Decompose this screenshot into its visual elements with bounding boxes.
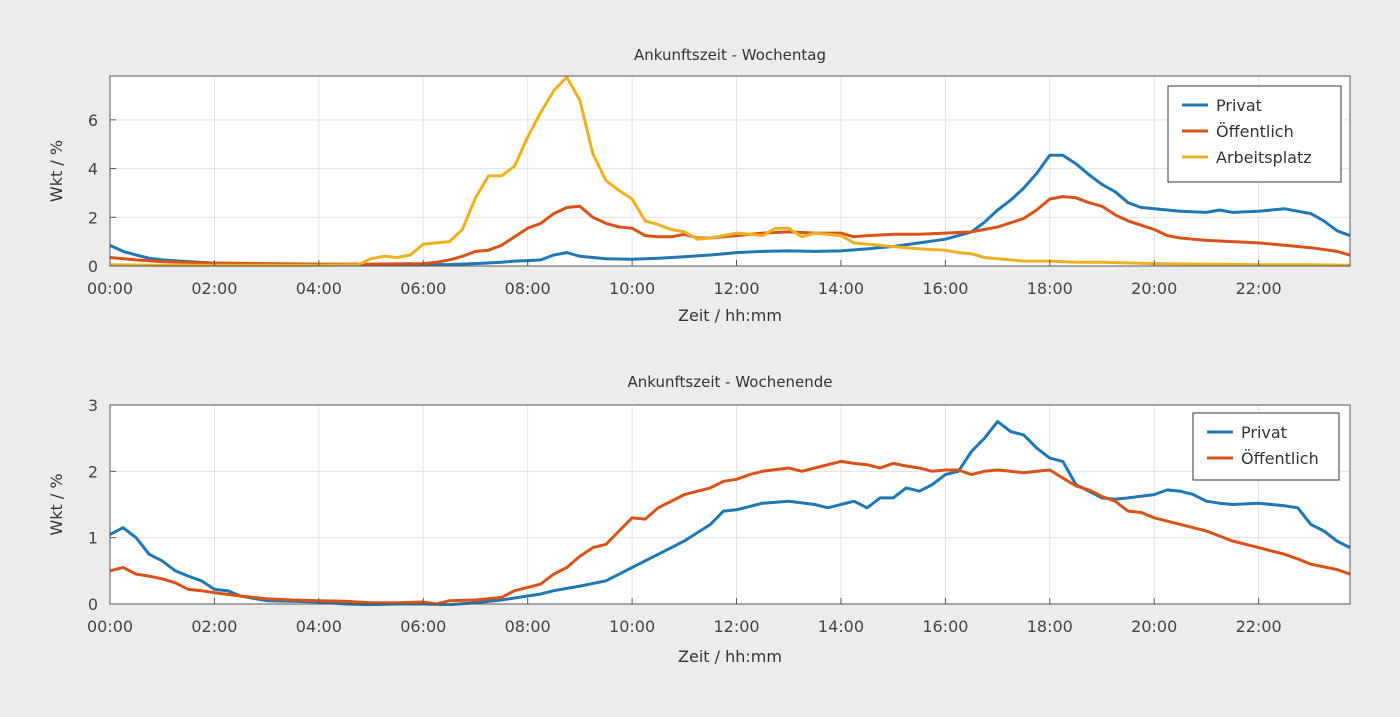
x-tick-label: 04:00	[296, 279, 342, 298]
x-tick-label: 04:00	[296, 617, 342, 636]
x-tick-label: 10:00	[609, 617, 655, 636]
chart-title: Ankunftszeit - Wochentag	[634, 46, 826, 64]
chart-2: 00:00 02:00 04:00 06:00 08:00 10:00 12:00 14:00…	[47, 373, 1351, 666]
legend: Privat Öffentlich	[1192, 412, 1340, 481]
legend-label-arbeitsplatz: Arbeitsplatz	[1216, 148, 1312, 167]
y-axis-label: Wkt / %	[47, 473, 66, 535]
x-tick-label: 08:00	[505, 617, 551, 636]
y-tick-label: 2	[88, 462, 98, 481]
legend-label-privat: Privat	[1216, 96, 1262, 115]
x-tick-label: 22:00	[1236, 617, 1282, 636]
x-tick-label: 22:00	[1236, 279, 1282, 298]
plot-frame	[109, 75, 1351, 267]
x-tick-label: 02:00	[191, 279, 237, 298]
x-tick-label: 20:00	[1131, 617, 1177, 636]
x-tick-label: 14:00	[818, 279, 864, 298]
y-tick-label: 6	[88, 111, 98, 130]
x-tick-label: 18:00	[1027, 279, 1073, 298]
x-tick-label: 02:00	[191, 617, 237, 636]
y-tick-label: 0	[88, 257, 98, 276]
legend-label-oeffentlich: Öffentlich	[1241, 449, 1319, 468]
x-tick-label: 06:00	[400, 279, 446, 298]
legend-label-privat: Privat	[1241, 423, 1287, 442]
x-tick-label: 08:00	[505, 279, 551, 298]
y-tick-label: 1	[88, 529, 98, 548]
x-tick-label: 06:00	[400, 617, 446, 636]
plot-frame	[109, 404, 1351, 605]
x-tick-label: 10:00	[609, 279, 655, 298]
legend-box	[1192, 412, 1340, 481]
y-axis-label: Wkt / %	[47, 140, 66, 202]
series-line-arbeitsplatz	[110, 75, 1350, 267]
x-tick-label: 14:00	[818, 617, 864, 636]
x-tick-label: 00:00	[87, 617, 133, 636]
x-tick-label: 16:00	[922, 279, 968, 298]
y-tick-label: 2	[88, 208, 98, 227]
x-tick-label: 20:00	[1131, 279, 1177, 298]
legend-label-oeffentlich: Öffentlich	[1216, 122, 1294, 141]
x-tick-label: 12:00	[713, 279, 759, 298]
x-tick-label: 00:00	[87, 279, 133, 298]
y-tick-label: 3	[88, 396, 98, 415]
x-tick-label: 12:00	[713, 617, 759, 636]
x-axis-label: Zeit / hh:mm	[678, 306, 782, 325]
plot-area	[110, 405, 1350, 604]
x-axis-label: Zeit / hh:mm	[678, 647, 782, 666]
x-tick-label: 18:00	[1027, 617, 1073, 636]
series-line-oeffentlich	[110, 459, 1350, 606]
series-line-oeffentlich	[110, 195, 1350, 266]
legend: Privat Öffentlich Arbeitsplatz	[1167, 85, 1342, 183]
y-tick-label: 4	[88, 160, 98, 179]
chart-1: 00:00 02:00 04:00 06:00 08:00 10:00 12:00 14:00…	[47, 46, 1351, 325]
x-tick-label: 16:00	[922, 617, 968, 636]
chart-title: Ankunftszeit - Wochenende	[628, 373, 833, 391]
legend-box	[1167, 85, 1342, 183]
y-tick-label: 0	[88, 595, 98, 614]
